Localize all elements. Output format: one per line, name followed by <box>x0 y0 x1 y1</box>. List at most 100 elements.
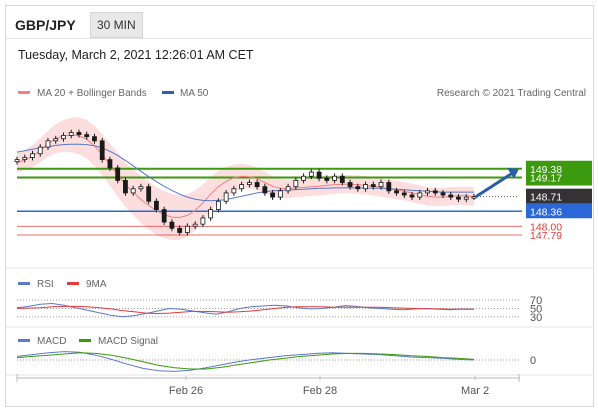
legend-rsi-swatch <box>18 282 30 285</box>
candle-body <box>308 171 314 177</box>
candle <box>185 223 190 236</box>
candle-body <box>285 186 291 192</box>
candle-body <box>394 190 399 194</box>
candle <box>355 183 361 192</box>
candle-body <box>208 209 214 219</box>
level-tag-label: 148.00 <box>530 221 562 233</box>
timeframe-badge[interactable]: 30 MIN <box>90 12 143 38</box>
legend-rsi-ma-label: 9MA <box>86 279 107 290</box>
candle <box>363 181 368 192</box>
ma20-line <box>16 134 475 219</box>
candle <box>285 183 291 194</box>
candle-body <box>378 182 384 188</box>
candle <box>386 179 392 194</box>
tag-box-resistance <box>526 160 592 186</box>
candle <box>200 215 206 228</box>
candle-body <box>177 227 183 233</box>
candle <box>123 177 128 196</box>
legend-macd-swatch <box>18 339 30 342</box>
legend-rsi-label: RSI <box>37 279 54 290</box>
x-tick-label: Mar 2 <box>461 385 489 397</box>
candle-body <box>53 138 59 142</box>
projection-arrow <box>475 171 514 198</box>
projection-arrow-head <box>507 167 519 179</box>
candle-body <box>215 200 221 210</box>
candle-body <box>185 225 190 233</box>
candle <box>239 181 245 192</box>
candle-body <box>22 157 28 160</box>
rsi-ma-line <box>16 305 474 315</box>
tag-box <box>526 188 592 204</box>
candle <box>277 187 283 200</box>
candle-body <box>332 175 337 181</box>
candle-body <box>425 190 430 194</box>
candle-body <box>293 180 299 188</box>
candle <box>14 156 20 165</box>
credit-text: Research © 2021 Trading Central <box>437 88 586 99</box>
candle-body <box>107 159 113 169</box>
candle <box>30 150 35 161</box>
legend-ma20-swatch <box>18 91 30 94</box>
x-tick-label: Feb 28 <box>303 385 337 397</box>
candle <box>115 165 121 184</box>
candle <box>130 185 136 196</box>
candle <box>456 194 461 203</box>
level-tag-label: 149.17 <box>530 173 562 185</box>
candle <box>208 206 214 221</box>
candle <box>254 179 260 190</box>
chart-card <box>5 5 594 407</box>
level-tag-label: 148.71 <box>530 192 562 204</box>
legend-rsi-ma-swatch <box>67 282 79 285</box>
candle-body <box>37 146 43 155</box>
candle-body <box>432 190 438 194</box>
tag-box <box>526 203 592 219</box>
candle-body <box>456 196 461 200</box>
legend-ma20-label: MA 20 + Bollinger Bands <box>37 88 147 99</box>
candle <box>192 221 198 230</box>
candle-body <box>246 182 252 185</box>
candle <box>417 190 423 200</box>
rsi-line <box>16 302 475 318</box>
instrument-title: GBP/JPY <box>15 17 76 33</box>
rsi-tick-label: 70 <box>530 295 542 307</box>
candle-body <box>223 192 229 202</box>
candle-body <box>68 132 74 136</box>
candle <box>177 225 183 236</box>
candle <box>169 219 175 232</box>
chart-header: GBP/JPY 30 MIN <box>5 5 594 39</box>
legend-ma50-label: MA 50 <box>180 88 209 99</box>
candle <box>339 173 345 186</box>
candle-body <box>417 192 423 198</box>
candle <box>246 179 252 188</box>
candle-body <box>262 186 268 194</box>
legend-macd-label: MACD <box>37 336 66 347</box>
level-tag-label: 149.38 <box>530 164 562 176</box>
candle <box>347 179 353 190</box>
candle-body <box>471 196 477 199</box>
candle-body <box>161 209 167 223</box>
candle <box>409 192 415 200</box>
candle-body <box>45 140 51 148</box>
candle <box>440 190 446 198</box>
candle <box>324 175 330 184</box>
candle-body <box>301 175 306 181</box>
candle <box>378 179 384 190</box>
legend-macd-signal-label: MACD Signal <box>98 336 158 347</box>
candle <box>332 173 337 184</box>
candle-body <box>370 184 376 188</box>
candle-body <box>463 196 469 200</box>
candle <box>61 132 66 142</box>
candle-body <box>146 186 152 202</box>
candle <box>146 183 152 205</box>
candle-body <box>254 182 260 188</box>
candle <box>53 135 59 144</box>
candle-body <box>84 134 90 138</box>
candle <box>107 156 113 171</box>
candle-body <box>239 184 245 190</box>
candle-body <box>169 221 175 229</box>
candle-body <box>115 167 121 181</box>
candle-body <box>99 140 105 160</box>
candle <box>138 183 144 192</box>
candle <box>161 206 167 225</box>
